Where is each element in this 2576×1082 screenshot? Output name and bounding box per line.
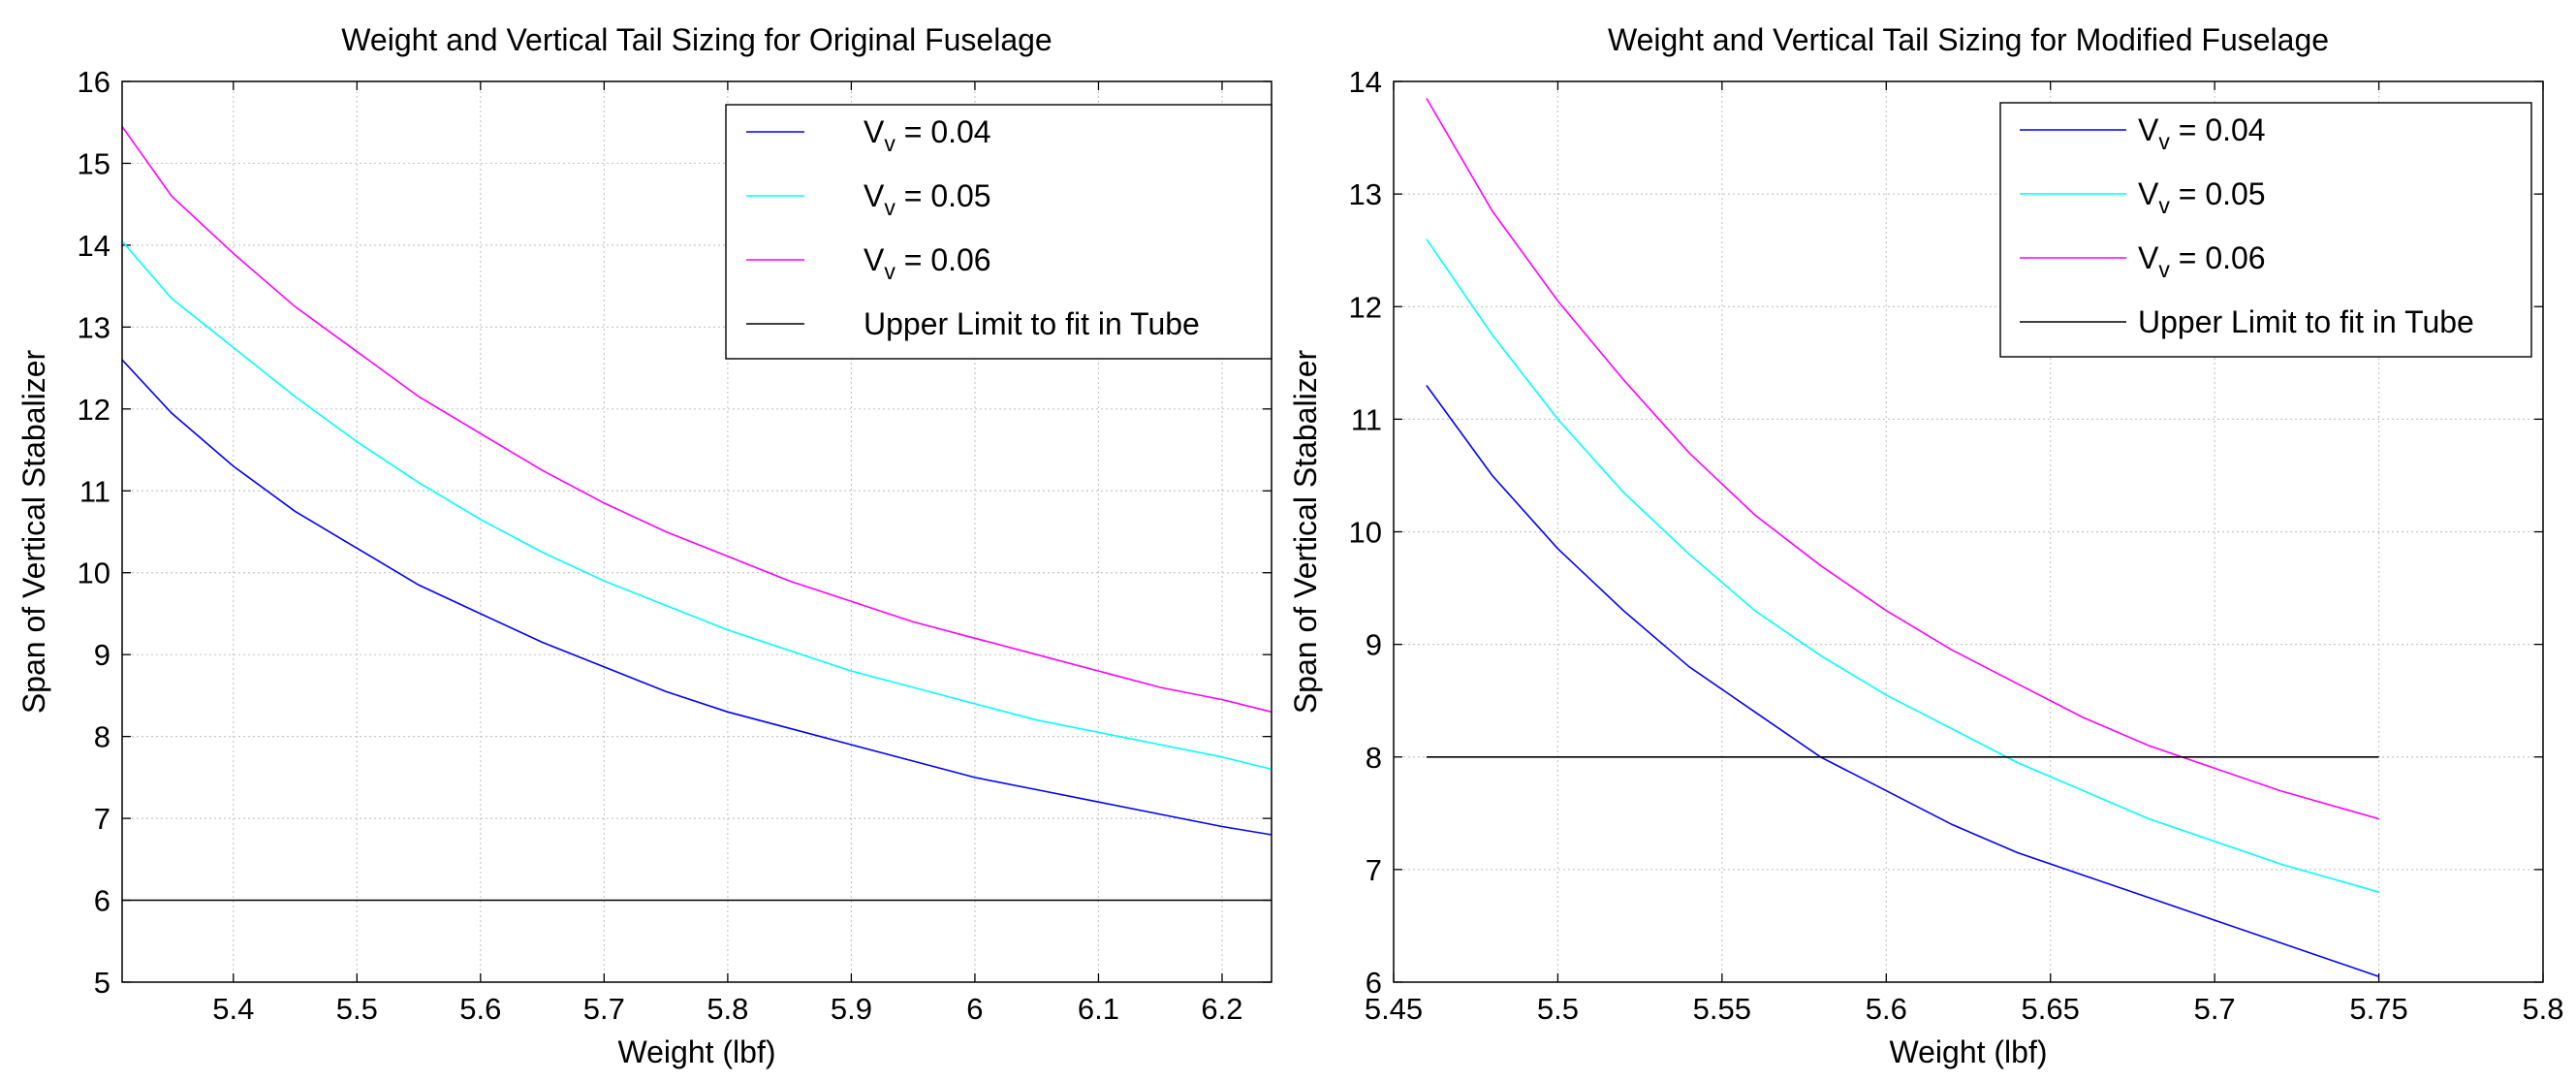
series-line-2: [121, 240, 1272, 771]
y-tick-label: 7: [94, 802, 110, 836]
y-tick-label: 10: [78, 557, 110, 590]
legend-entry-label: Vv = 0.04: [864, 114, 991, 156]
y-tick-label: 5: [94, 966, 110, 1000]
y-tick-label: 13: [1349, 177, 1382, 211]
x-tick-label: 5.45: [1365, 992, 1423, 1026]
plot-border: [121, 80, 1272, 983]
y-tick-label: 8: [94, 720, 110, 754]
y-axis-label: Span of Vertical Stabalizer: [16, 349, 51, 714]
series-line-1: [1426, 385, 2379, 977]
series-line-3: [121, 126, 1272, 714]
legend-entry-label: Vv = 0.06: [864, 242, 991, 284]
x-tick-label: 5.7: [583, 992, 625, 1026]
y-tick-label: 13: [78, 310, 110, 344]
legend-entry-label: Vv = 0.04: [2138, 112, 2266, 154]
y-tick-label: 8: [1366, 741, 1382, 775]
y-tick-label: 11: [1351, 402, 1382, 436]
x-tick-label: 5.65: [2022, 992, 2080, 1026]
x-tick-label: 6: [966, 992, 983, 1026]
x-tick-label: 5.8: [2522, 992, 2563, 1026]
y-tick-label: 10: [1349, 516, 1382, 550]
y-tick-label: 14: [78, 229, 110, 263]
legend-entry-label: Upper Limit to fit in Tube: [864, 306, 1200, 341]
y-tick-label: 12: [1349, 290, 1382, 324]
x-tick-label: 5.75: [2349, 992, 2407, 1026]
legend-entry-label: Vv = 0.05: [864, 178, 991, 220]
x-axis-label: Weight (lbf): [617, 1034, 775, 1069]
series-line-2: [1426, 239, 2379, 893]
y-tick-label: 9: [94, 638, 110, 672]
x-tick-label: 5.5: [1537, 992, 1579, 1026]
legend: Vv = 0.04 Vv = 0.05 Vv = 0.06 Upper Limit t…: [1999, 102, 2532, 358]
legend: Vv = 0.04 Vv = 0.05 Vv = 0.06 Upper Limit t…: [725, 104, 1272, 360]
x-tick-label: 5.6: [1866, 992, 1907, 1026]
y-tick-label: 12: [78, 393, 110, 427]
chart-title: Weight and Vertical Tail Sizing for Modi…: [1608, 22, 2329, 57]
y-tick-label: 11: [79, 474, 110, 508]
x-axis-label: Weight (lbf): [1889, 1034, 2047, 1069]
chart-1: 5.4 5.5 5.6 5.7 5.8 5.9 6 6.1 6.2 5 6 7 8 9 10 11 12 13 14…: [16, 22, 1272, 1069]
y-tick-label: 6: [94, 884, 110, 918]
y-tick-label: 15: [78, 146, 110, 180]
x-tick-label: 5.9: [831, 992, 872, 1026]
chart-title: Weight and Vertical Tail Sizing for Orig…: [341, 22, 1052, 57]
chart-2: 5.45 5.5 5.55 5.6 5.65 5.7 5.75 5.8 6 7 8 9 10 11 12 13…: [1288, 22, 2564, 1069]
y-tick-label: 7: [1366, 853, 1382, 887]
y-axis-label: Span of Vertical Stabalizer: [1288, 349, 1323, 714]
x-tick-label: 5.5: [336, 992, 378, 1026]
y-tick-label: 16: [78, 65, 110, 99]
x-tick-label: 5.7: [2194, 992, 2236, 1026]
x-tick-label: 6.2: [1201, 992, 1242, 1026]
x-tick-label: 5.6: [459, 992, 501, 1026]
series-line-1: [121, 359, 1272, 836]
legend-box: [1999, 102, 2532, 358]
x-tick-label: 5.8: [707, 992, 748, 1026]
plot-border: [1393, 80, 2544, 983]
x-tick-label: 5.55: [1693, 992, 1751, 1026]
y-tick-label: 14: [1349, 65, 1382, 99]
y-tick-label: 6: [1366, 966, 1382, 1000]
legend-entry-label: Upper Limit to fit in Tube: [2138, 304, 2474, 339]
legend-entry-label: Vv = 0.06: [2138, 240, 2266, 282]
series-line-3: [1426, 97, 2379, 820]
x-tick-label: 5.4: [212, 992, 254, 1026]
y-tick-label: 9: [1366, 628, 1382, 662]
legend-entry-label: Vv = 0.05: [2138, 176, 2266, 218]
x-tick-label: 6.1: [1078, 992, 1119, 1026]
legend-box: [725, 104, 1272, 360]
